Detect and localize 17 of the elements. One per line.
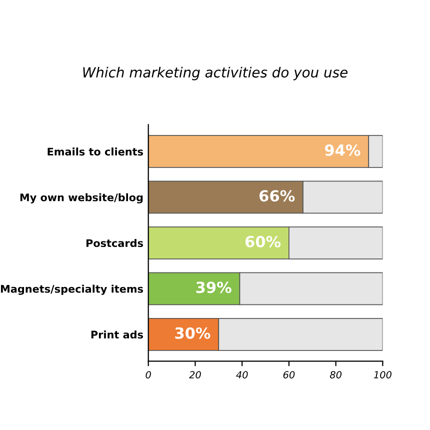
data-label: 60%: [245, 236, 281, 248]
x-tick-label: 80: [330, 371, 342, 378]
data-label: 39%: [196, 282, 232, 294]
data-label: 94%: [324, 144, 360, 156]
y-tick-label: Print ads: [91, 330, 143, 339]
x-tick-label: 0: [146, 371, 151, 378]
y-tick-label: Emails to clients: [48, 148, 143, 156]
chart-title: Which marketing activities do you use: [83, 66, 348, 80]
data-label: 30%: [175, 327, 210, 339]
y-tick-label: Postcards: [86, 238, 143, 248]
data-label: 66%: [260, 190, 295, 202]
y-tick-label: Magnets/specialty items: [0, 284, 143, 295]
x-tick-label: 20: [189, 371, 201, 378]
x-tick-label: 60: [283, 371, 295, 378]
y-tick-label: My own website/blog: [20, 193, 143, 204]
x-tick-label: 40: [236, 371, 248, 378]
x-tick-label: 100: [374, 371, 392, 378]
